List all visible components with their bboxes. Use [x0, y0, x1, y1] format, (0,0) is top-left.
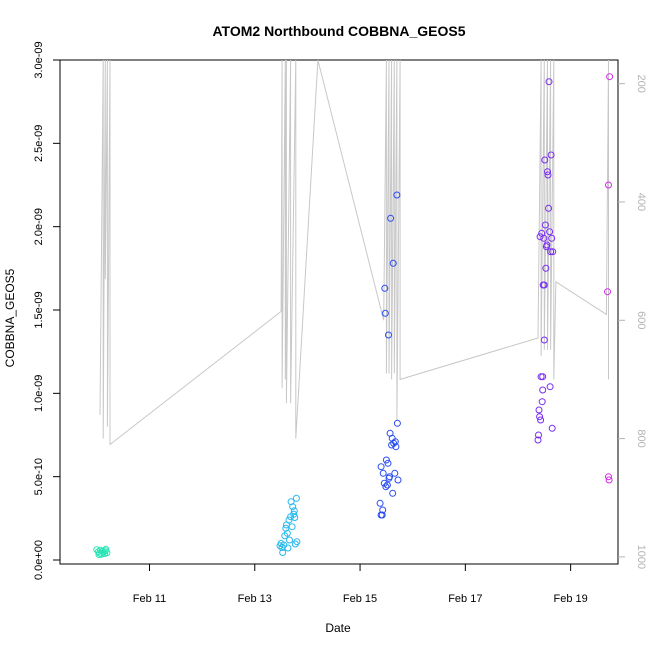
data-point: [538, 398, 546, 406]
y2-tick-label: 400: [635, 193, 647, 211]
data-point: [536, 233, 544, 241]
data-point: [391, 438, 399, 446]
data-points-layer: [93, 73, 614, 559]
y-axis: 0.0e+00 5.0e-10 1.0e-09 1.5e-09 2.0e-09 2.5e-…: [33, 41, 60, 580]
data-point: [282, 524, 290, 532]
data-point: [382, 483, 390, 491]
data-point: [386, 473, 393, 481]
y-tick-label: 0.0e+00: [33, 540, 45, 580]
data-point: [391, 469, 399, 477]
data-point: [540, 234, 548, 242]
data-point: [547, 151, 555, 159]
data-point: [535, 431, 542, 439]
data-point: [548, 424, 556, 432]
data-point: [605, 476, 613, 484]
data-point: [544, 171, 552, 179]
data-point: [285, 516, 293, 524]
y-tick-label: 2.5e-09: [33, 125, 45, 162]
data-point: [535, 406, 543, 414]
data-point: [540, 281, 548, 289]
data-point: [385, 331, 392, 339]
data-point: [534, 436, 542, 444]
data-point: [605, 181, 612, 189]
data-point: [392, 443, 400, 451]
data-point: [539, 373, 547, 381]
pressure-line: [99, 59, 609, 446]
data-point: [293, 538, 301, 546]
data-point: [393, 419, 401, 427]
y-tick-label: 2.0e-09: [33, 208, 45, 245]
x-axis: Feb 11 Feb 13 Feb 15 Feb 17 Feb 19: [133, 564, 588, 605]
data-point: [394, 476, 402, 484]
data-point: [377, 463, 385, 471]
data-point: [279, 549, 287, 556]
data-point: [545, 78, 553, 86]
data-point: [379, 506, 387, 514]
data-point: [605, 473, 612, 481]
right-pressure-axis: 200 400 600 800 1000: [618, 74, 647, 569]
data-point: [289, 503, 297, 511]
data-point: [381, 284, 389, 292]
y-tick-label: 3.0e-09: [33, 41, 45, 78]
data-point: [548, 234, 556, 242]
data-point: [291, 514, 299, 521]
data-point: [379, 469, 387, 477]
data-point: [384, 459, 392, 467]
x-tick-label: Feb 17: [448, 593, 482, 605]
data-point: [539, 386, 547, 394]
data-point: [283, 529, 291, 537]
data-point: [101, 547, 109, 555]
data-point: [286, 536, 293, 544]
y-tick-label: 1.0e-09: [33, 375, 45, 412]
y2-tick-label: 200: [635, 74, 647, 92]
y-axis-label: COBBNA_GEOS5: [3, 268, 17, 367]
chart-title: ATOM2 Northbound COBBNA_GEOS5: [212, 23, 465, 39]
data-point: [541, 156, 549, 164]
x-tick-label: Feb 19: [553, 593, 587, 605]
y-tick-label: 5.0e-10: [33, 458, 45, 495]
data-point: [543, 241, 551, 249]
data-point: [389, 489, 397, 497]
data-point: [103, 549, 111, 557]
data-point: [381, 309, 389, 317]
data-point: [290, 507, 298, 515]
data-point: [606, 73, 614, 81]
data-point: [389, 259, 397, 267]
data-point: [537, 416, 545, 424]
data-point: [547, 248, 555, 256]
data-point: [382, 456, 390, 464]
data-point: [542, 264, 550, 272]
data-point: [387, 214, 395, 222]
data-point: [290, 510, 298, 518]
data-point: [541, 221, 549, 229]
data-point: [540, 336, 548, 344]
x-tick-label: Feb 15: [343, 593, 377, 605]
data-point: [288, 523, 296, 531]
data-point: [378, 511, 386, 519]
x-axis-label: Date: [325, 621, 351, 635]
data-point: [95, 551, 103, 559]
data-point: [376, 499, 384, 507]
data-point: [284, 544, 292, 552]
data-point: [546, 228, 554, 236]
data-point: [546, 383, 554, 391]
pressure-line-layer: [99, 59, 609, 446]
data-point: [536, 413, 544, 421]
data-point: [393, 191, 401, 199]
data-point: [549, 248, 557, 256]
x-tick-label: Feb 13: [238, 593, 272, 605]
y2-tick-label: 1000: [635, 545, 647, 569]
data-point: [544, 168, 551, 176]
plot-frame: [59, 59, 619, 565]
y2-tick-label: 600: [635, 311, 647, 329]
data-point: [604, 288, 611, 296]
data-point: [287, 498, 295, 506]
y2-tick-label: 800: [635, 429, 647, 447]
data-point: [383, 481, 391, 489]
data-point: [545, 204, 552, 212]
data-point: [292, 494, 300, 502]
y-tick-label: 1.5e-09: [33, 291, 45, 328]
x-tick-label: Feb 11: [133, 593, 166, 605]
